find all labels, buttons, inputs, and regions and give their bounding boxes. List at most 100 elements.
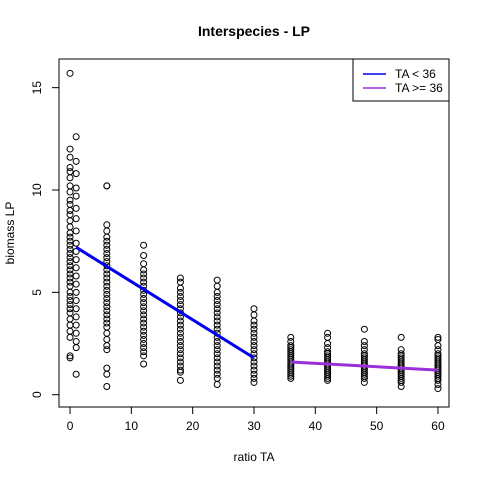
data-point — [287, 333, 295, 341]
data-point — [72, 133, 80, 141]
data-point — [140, 274, 148, 282]
data-point — [360, 374, 368, 382]
data-point — [397, 374, 405, 382]
data-point — [72, 272, 80, 280]
data-point — [140, 295, 148, 303]
data-point — [213, 374, 221, 382]
data-point — [103, 323, 111, 331]
data-point — [213, 288, 221, 296]
data-point — [72, 264, 80, 272]
data-point — [140, 241, 148, 249]
data-point — [103, 270, 111, 278]
data-point — [66, 188, 74, 196]
x-tick-label: 60 — [431, 419, 445, 433]
data-point — [140, 270, 148, 278]
data-point — [72, 239, 80, 247]
y-axis-label: biomass LP — [3, 202, 17, 265]
data-point — [250, 317, 258, 325]
data-point — [397, 383, 405, 391]
data-point — [103, 286, 111, 294]
data-point — [72, 313, 80, 321]
data-point — [66, 352, 74, 360]
fit-line-1 — [75, 246, 255, 360]
data-point — [176, 288, 184, 296]
data-point — [103, 290, 111, 298]
data-point — [66, 315, 74, 323]
data-point — [103, 233, 111, 241]
data-point — [250, 342, 258, 350]
legend-label-2: TA >= 36 — [395, 81, 443, 95]
data-point — [213, 358, 221, 366]
data-point — [103, 227, 111, 235]
data-point — [213, 301, 221, 309]
x-tick-label: 20 — [186, 419, 200, 433]
data-point — [66, 217, 74, 225]
data-point — [72, 370, 80, 378]
data-point — [66, 262, 74, 270]
y-tick-label: 10 — [30, 183, 44, 197]
data-point — [176, 368, 184, 376]
data-point — [140, 335, 148, 343]
data-point — [213, 282, 221, 290]
data-point — [176, 337, 184, 345]
data-point — [213, 305, 221, 313]
data-point — [72, 280, 80, 288]
data-point — [360, 337, 368, 345]
data-point — [66, 292, 74, 300]
data-point — [103, 319, 111, 327]
data-point — [66, 354, 74, 362]
data-point — [103, 346, 111, 354]
data-point — [72, 157, 80, 165]
data-point — [66, 206, 74, 214]
data-point — [140, 252, 148, 260]
data-point — [103, 307, 111, 315]
data-point — [434, 385, 442, 393]
data-point — [213, 317, 221, 325]
data-point — [72, 305, 80, 313]
data-point — [66, 223, 74, 231]
data-point — [287, 372, 295, 380]
data-point — [140, 344, 148, 352]
y-tick-label: 5 — [30, 289, 44, 296]
data-point — [213, 346, 221, 354]
data-point — [176, 354, 184, 362]
data-point — [140, 331, 148, 339]
data-point — [66, 211, 74, 219]
data-point — [72, 256, 80, 264]
data-point — [213, 362, 221, 370]
data-point — [140, 360, 148, 368]
y-axis: 0 5 10 15 — [30, 81, 60, 398]
data-point — [324, 372, 332, 380]
data-point — [140, 260, 148, 268]
x-axis-label: ratio TA — [234, 450, 275, 464]
data-point — [66, 182, 74, 190]
data-point — [140, 327, 148, 335]
data-point — [176, 278, 184, 286]
x-axis: 0 10 20 30 40 50 60 — [67, 406, 445, 433]
data-point — [103, 383, 111, 391]
data-point — [176, 342, 184, 350]
data-point — [176, 350, 184, 358]
data-point — [140, 348, 148, 356]
data-point — [324, 340, 332, 348]
data-point — [140, 266, 148, 274]
data-point — [213, 292, 221, 300]
data-point — [397, 333, 405, 341]
data-point — [103, 370, 111, 378]
data-point — [66, 270, 74, 278]
data-point — [72, 329, 80, 337]
data-point — [140, 278, 148, 286]
data-point — [103, 303, 111, 311]
data-point — [66, 229, 74, 237]
data-point — [176, 317, 184, 325]
data-point — [103, 237, 111, 245]
data-point — [213, 342, 221, 350]
data-point — [66, 282, 74, 290]
data-point — [66, 237, 74, 245]
data-point — [360, 370, 368, 378]
data-point — [103, 311, 111, 319]
data-point — [66, 196, 74, 204]
data-point — [176, 313, 184, 321]
data-point — [140, 323, 148, 331]
